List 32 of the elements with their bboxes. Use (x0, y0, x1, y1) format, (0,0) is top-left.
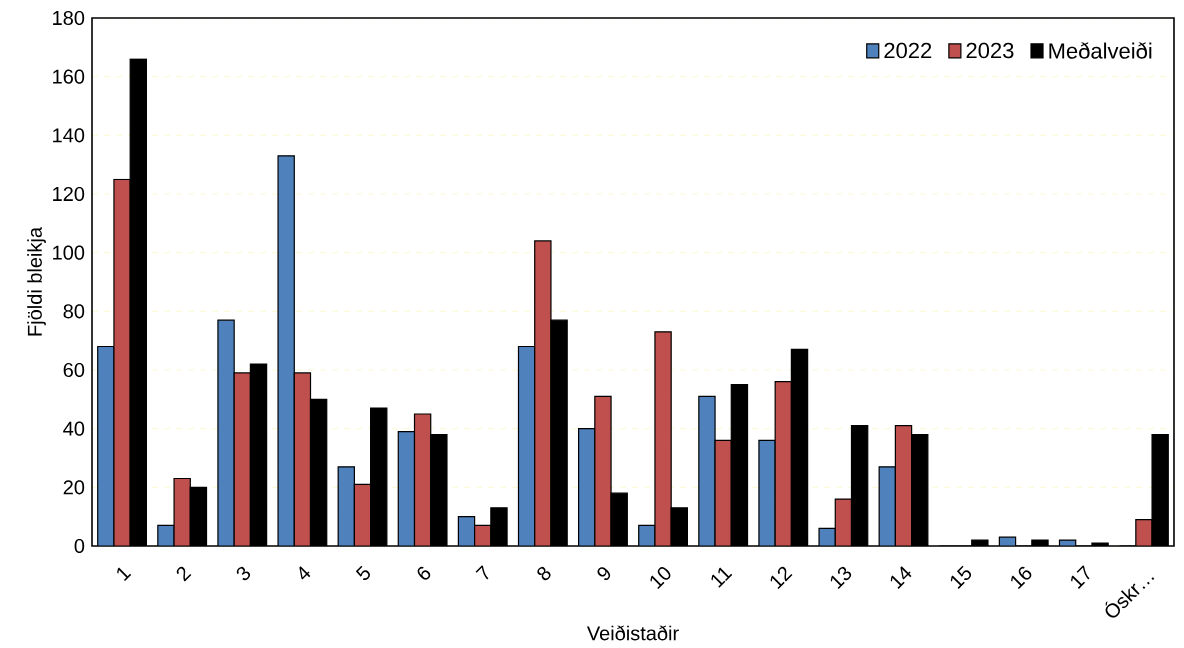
y-tick-label: 140 (53, 128, 85, 143)
x-tick-label: 17 (1071, 565, 1090, 589)
x-tick-label: 12 (770, 566, 793, 590)
x-tick-label: 6 (417, 566, 431, 580)
x-tick-label: 7 (475, 565, 489, 580)
y-tick-label: 20 (63, 480, 85, 495)
y-tick-label: 80 (63, 304, 85, 319)
x-tick-label: 9 (597, 567, 611, 581)
y-axis-title: Fjöldi bleikja (27, 227, 46, 336)
x-tick-label: 2 (176, 566, 192, 582)
x-tick-label: 5 (355, 565, 370, 581)
legend-label: Meðalveiði (1049, 42, 1152, 59)
x-tick-label: 15 (950, 565, 972, 589)
y-tick-label: 100 (53, 245, 85, 260)
y-tick-label: 180 (53, 10, 85, 26)
x-tick-label: 14 (890, 566, 912, 589)
x-tick-label: 1 (117, 567, 132, 582)
y-tick-label: 160 (53, 69, 85, 84)
y-tick-label: 40 (63, 421, 85, 436)
y-tick-label: 0 (74, 538, 85, 554)
x-tick-label: 3 (236, 566, 251, 581)
x-tick-label: 10 (650, 567, 671, 590)
legend-label: 2022 (884, 42, 932, 59)
y-tick-label: 120 (53, 186, 85, 202)
y-tick-label: 60 (63, 362, 85, 378)
x-tick-label: 16 (1011, 566, 1032, 590)
legend-label: 2023 (966, 42, 1014, 59)
x-tick-label: 13 (830, 566, 852, 590)
x-tick-label: 11 (711, 567, 733, 588)
x-tick-label: 4 (299, 566, 311, 580)
x-axis-title: Veiðistaðir (586, 625, 679, 641)
x-tick-label: 8 (537, 566, 551, 581)
